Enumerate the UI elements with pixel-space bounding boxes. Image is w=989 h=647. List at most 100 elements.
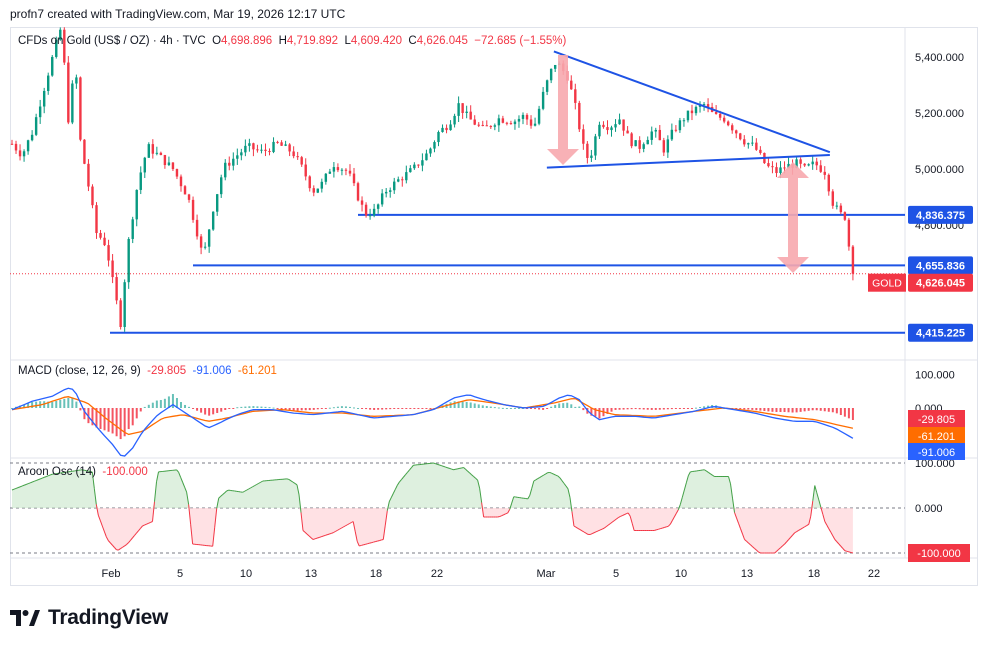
aroon-line-segment [828, 528, 832, 533]
aroon-line-segment [332, 531, 336, 534]
candle-body [147, 144, 151, 158]
macd-histogram-bar [747, 408, 750, 410]
aroon-line-segment [132, 535, 135, 539]
candle-body [642, 144, 645, 149]
aroon-line-segment [804, 525, 808, 528]
candle-body [626, 130, 629, 134]
macd-histogram-bar [332, 407, 335, 409]
aroon-line-segment [148, 521, 151, 524]
time-tick-label: 13 [741, 568, 753, 580]
candle-body [195, 219, 199, 237]
macd-histogram-bar [493, 407, 496, 409]
aroon-line-segment [746, 540, 749, 544]
aroon-line-segment [367, 542, 370, 545]
candle-body [119, 300, 122, 327]
macd-label-box [908, 410, 965, 427]
candle-body [594, 136, 597, 156]
candle-body [722, 117, 726, 122]
candle-body [316, 188, 319, 193]
aroon-line-segment [820, 506, 824, 515]
candle-body [819, 165, 822, 172]
macd-histogram-bar [622, 408, 625, 410]
aroon-line-segment [27, 482, 31, 485]
candle-body [481, 124, 484, 126]
levels-layer [10, 213, 905, 334]
candle-body [163, 155, 167, 166]
aroon-line-segment [156, 471, 159, 482]
aroon-line-segment [575, 526, 579, 529]
macd-value-label: -29.805 [908, 410, 965, 427]
aroon-line-segment [186, 491, 190, 505]
macd-label-text: -61.201 [918, 431, 955, 443]
candle-body [389, 190, 392, 192]
macd-histogram-bar [111, 408, 114, 434]
aroon-line-segment [611, 520, 615, 523]
macd-label-text: -91.006 [918, 447, 955, 459]
candle-body [445, 127, 448, 131]
aroon-tick-label: 0.000 [915, 503, 943, 515]
tradingview-logo[interactable]: TradingView [10, 606, 168, 630]
macd-histogram-bar [143, 406, 146, 408]
aroon-line-segment [505, 512, 508, 515]
candle-body [26, 140, 30, 152]
aroon-line-segment [118, 548, 121, 551]
aroon-line-segment [782, 543, 786, 547]
candle-body [409, 168, 412, 173]
candle-body [139, 172, 142, 190]
aroon-line-segment [706, 470, 709, 473]
candle-body [18, 150, 22, 157]
aroon-line-segment [190, 524, 194, 545]
aroon-line-segment [842, 548, 846, 552]
candle-body [843, 212, 847, 220]
macd-histogram-bar [348, 406, 351, 408]
aroon-line-segment [812, 485, 816, 501]
aroon-line-segment [29, 481, 33, 484]
aroon-line-segment [435, 463, 438, 465]
aroon-line-segment [738, 523, 742, 529]
macd-histogram-bar [457, 401, 460, 408]
macd-histogram-bar [389, 408, 392, 410]
macd-histogram-bar [425, 408, 428, 409]
aroon-line-segment [527, 495, 531, 500]
candle-body [537, 108, 541, 124]
aroon-line-segment [792, 532, 796, 536]
candle-body [59, 29, 62, 40]
candle-body [91, 186, 94, 206]
candle-body [586, 143, 589, 158]
candle-body [340, 169, 344, 171]
candle-body [51, 56, 54, 76]
aroon-line-segment [573, 525, 577, 528]
candle-body [393, 181, 396, 191]
aroon-line-segment [535, 478, 539, 481]
aroon-line-segment [439, 464, 442, 467]
aroon-line-segment [244, 489, 248, 492]
level-price-label: 4,415.225 [908, 323, 973, 342]
macd-legend: MACD (close, 12, 26, 9) -29.805 -91.006 … [18, 365, 277, 377]
aroon-line-segment [130, 537, 133, 541]
aroon-line-segment [340, 526, 344, 529]
aroon-line-segment [216, 498, 220, 509]
aroon-line-segment [531, 480, 535, 489]
candle-body [489, 126, 493, 128]
aroon-line-segment [756, 549, 759, 553]
candle-body [155, 152, 159, 154]
macd-histogram-bar [526, 408, 529, 409]
aroon-line-segment [683, 482, 687, 491]
aroon-line-segment [334, 530, 338, 533]
macd-signal-value: -61.201 [237, 365, 277, 377]
macd-histogram-bar [707, 405, 710, 408]
aroon-line-segment [375, 540, 378, 543]
aroon-line-segment [447, 467, 450, 469]
aroon-line-segment [507, 509, 511, 514]
candle-body [429, 148, 432, 154]
candle-body [14, 143, 18, 151]
macd-histogram-bar [421, 408, 424, 409]
aroon-line-segment [408, 467, 412, 471]
aroon-line-segment [687, 471, 691, 476]
candle-body [215, 194, 219, 212]
aroon-tick-label: 100.000 [915, 458, 955, 470]
macd-histogram-bar [184, 404, 187, 408]
macd-histogram-bar [469, 402, 472, 408]
aroon-line-segment [603, 526, 607, 529]
